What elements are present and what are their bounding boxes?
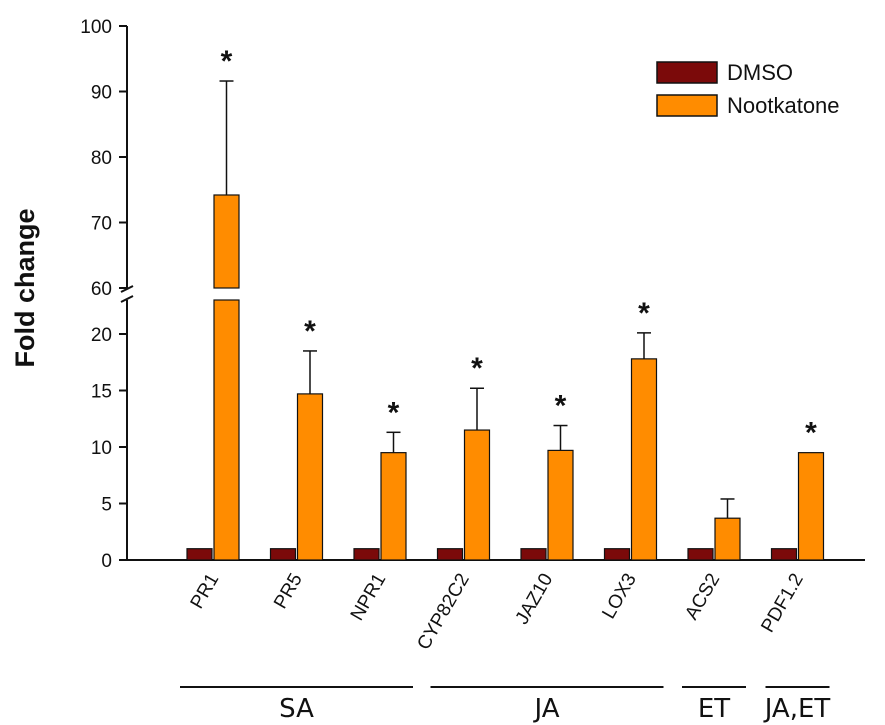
x-category-label: JAZ10 — [512, 570, 558, 628]
legend-swatch — [656, 61, 718, 84]
y-tick-label: 15 — [91, 382, 112, 403]
y-tick-label: 20 — [91, 325, 112, 346]
bar-nootkatone — [797, 452, 825, 561]
x-category-label: CYP82C2 — [413, 570, 473, 654]
bar-nootkatone — [714, 517, 741, 561]
significance-marker: * — [221, 45, 233, 78]
y-tick-label: 5 — [101, 495, 112, 516]
group-label: JA — [533, 694, 560, 724]
y-tick-label: 10 — [91, 438, 112, 459]
x-category-label: LOX3 — [598, 570, 640, 623]
legend-label: DMSO — [727, 60, 793, 85]
y-tick-label: 90 — [91, 83, 112, 104]
legend-label: Nootkatone — [727, 93, 840, 118]
x-category-label: ACS2 — [681, 570, 724, 623]
x-category-label: PR1 — [187, 570, 224, 613]
y-tick-label: 70 — [91, 214, 112, 235]
bar-dmso — [269, 548, 297, 561]
y-axis-label: Fold change — [10, 208, 40, 367]
significance-marker: * — [555, 390, 567, 423]
y-tick-label: 0 — [101, 551, 112, 572]
significance-marker: * — [805, 417, 817, 450]
axes-layer — [119, 25, 865, 561]
bar-dmso — [353, 548, 380, 561]
bar-nootkatone — [296, 393, 324, 561]
significance-marker: * — [638, 297, 650, 330]
x-category-label: PR5 — [270, 570, 307, 613]
legend: DMSO Nootkatone — [656, 60, 840, 118]
bar-nootkatone-lower — [213, 299, 240, 561]
significance-marker: * — [304, 315, 316, 348]
y-tick-label: 60 — [91, 279, 112, 300]
bar-nootkatone — [463, 429, 491, 561]
bar-dmso — [436, 548, 464, 561]
bar-dmso — [520, 548, 547, 561]
significance-marker: * — [471, 352, 483, 385]
bar-nootkatone-upper — [213, 194, 240, 289]
group-annotations: SA JA ET JA,ET — [180, 686, 831, 724]
significance-marker: * — [388, 396, 400, 429]
axis-break-mark-bottom — [120, 295, 134, 303]
bar-dmso — [770, 548, 798, 561]
y-tick-label: 100 — [80, 17, 112, 38]
bars-layer — [186, 80, 825, 561]
bar-nootkatone — [630, 358, 658, 561]
x-category-label: PDF1.2 — [757, 570, 807, 636]
legend-swatch — [656, 94, 718, 117]
group-label: SA — [279, 694, 314, 724]
bar-dmso — [603, 548, 631, 561]
group-label: JA,ET — [763, 694, 831, 724]
bar-nootkatone — [547, 449, 574, 561]
x-category-label: NPR1 — [347, 570, 391, 624]
y-tick-label: 80 — [91, 148, 112, 169]
bar-dmso — [186, 548, 213, 561]
bar-dmso — [687, 548, 714, 561]
group-label: ET — [698, 694, 730, 724]
bar-nootkatone — [380, 452, 407, 561]
